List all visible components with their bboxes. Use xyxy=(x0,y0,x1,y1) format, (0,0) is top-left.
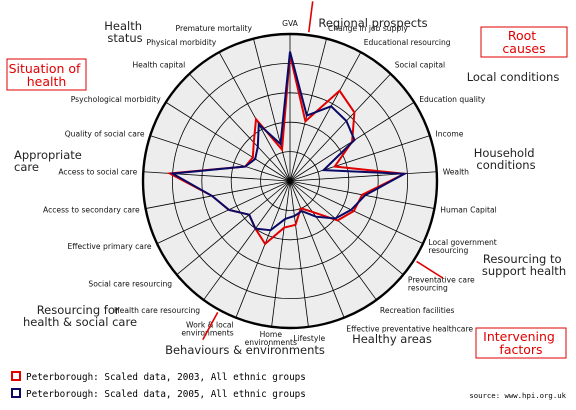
axis-label: Social capital xyxy=(395,61,445,70)
grid-spoke xyxy=(289,171,437,182)
axis-label: Social care resourcing xyxy=(88,280,172,289)
grid-spoke xyxy=(289,180,345,318)
axis-label: Quality of social care xyxy=(65,130,145,139)
axis-label: Access to social care xyxy=(58,167,137,176)
axis-label: Human Capital xyxy=(440,206,496,215)
group-label-healthy-areas: Healthy areas xyxy=(352,332,432,346)
grid-spoke xyxy=(203,180,291,301)
grid-spoke xyxy=(156,180,291,244)
box-situation-of-health: Situation of health xyxy=(6,58,87,91)
source-note: source: www.hpi.org.uk xyxy=(469,391,566,400)
axis-label: Wealth xyxy=(443,167,469,176)
series-line-2005 xyxy=(169,51,409,232)
axis-label: Effective primary care xyxy=(67,242,151,251)
axis-label: Educational resourcing xyxy=(364,38,451,47)
grid-layer xyxy=(141,32,439,330)
group-label-appropriate-care: Appropriate care xyxy=(14,148,86,174)
section-divider xyxy=(308,1,314,33)
axis-label: Work & local environments xyxy=(181,320,233,337)
group-label-behaviours-environments: Behaviours & environments xyxy=(165,343,325,357)
axis-label: GVA xyxy=(282,19,299,28)
grid-spoke xyxy=(289,180,424,244)
axis-label: Preventative care resourcing xyxy=(408,276,475,293)
grid-spoke xyxy=(289,73,391,182)
grid-spoke xyxy=(176,180,291,276)
legend: Peterborough: Scaled data, 2003, All eth… xyxy=(11,371,306,400)
axis-label: Education quality xyxy=(419,95,486,104)
group-label-health-status: Health status xyxy=(104,19,145,45)
grid-spoke xyxy=(218,51,291,182)
grid-spoke xyxy=(289,180,404,276)
axis-label: Access to secondary care xyxy=(43,206,140,215)
grid-spoke xyxy=(289,38,327,182)
grid-spoke xyxy=(235,180,291,318)
legend-label-2003: Peterborough: Scaled data, 2003, All eth… xyxy=(26,372,306,383)
axis-label: Income xyxy=(436,130,464,139)
box-root-causes: Root causes xyxy=(480,26,568,58)
grid-spoke xyxy=(150,135,291,182)
svg-text:Intervening factors: Intervening factors xyxy=(483,329,559,357)
axis-label: Health care resourcing xyxy=(114,306,200,315)
legend-swatch-2005 xyxy=(11,388,21,398)
section-divider xyxy=(416,260,444,279)
grid-spoke xyxy=(253,38,291,182)
axis-label: Premature mortality xyxy=(176,24,253,33)
grid-spoke xyxy=(165,101,291,182)
group-label-regional-prospects: Regional prospects xyxy=(318,16,427,30)
axis-label: Psychological morbidity xyxy=(71,95,162,104)
grid-spoke xyxy=(289,135,430,182)
axis-label: Lifestyle xyxy=(293,334,325,343)
axis-label: Effective preventative healthcare xyxy=(346,324,473,333)
legend-label-2005: Peterborough: Scaled data, 2005, All eth… xyxy=(26,389,306,400)
group-label-local-conditions: Local conditions xyxy=(467,70,560,84)
grid-spoke xyxy=(271,180,291,327)
legend-item-2005: Peterborough: Scaled data, 2005, All eth… xyxy=(11,388,306,400)
axis-label: Change in job supply xyxy=(328,24,408,33)
axis-label: Local government resourcing xyxy=(428,238,496,255)
grid-spoke xyxy=(145,180,291,209)
group-label-household-conditions: Household conditions xyxy=(474,146,539,172)
axis-label: Physical morbidity xyxy=(146,38,216,47)
svg-text:Root causes: Root causes xyxy=(502,28,545,56)
grid-spoke xyxy=(189,73,291,182)
grid-spoke xyxy=(289,180,309,327)
group-label-resourcing-health-social-care: Resourcing for health & social care xyxy=(23,303,137,329)
section-divider-layer xyxy=(202,1,444,340)
axis-label: Home environments xyxy=(245,330,297,347)
group-label-resourcing-to-support-health: Resourcing to support health xyxy=(482,252,566,278)
series-layer xyxy=(166,51,409,246)
section-divider xyxy=(202,312,219,340)
box-intervening-factors: Intervening factors xyxy=(475,327,567,359)
svg-text:Situation of health: Situation of health xyxy=(9,61,85,89)
axis-label-layer: GVA Change in job supply Educational resou… xyxy=(43,19,497,347)
axis-label: Recreation facilities xyxy=(380,306,455,315)
grid-spoke xyxy=(289,180,377,301)
grid-spoke xyxy=(289,51,362,182)
axis-label: Health capital xyxy=(132,61,185,70)
legend-item-2003: Peterborough: Scaled data, 2003, All eth… xyxy=(11,371,306,383)
legend-swatch-2003 xyxy=(11,371,21,381)
